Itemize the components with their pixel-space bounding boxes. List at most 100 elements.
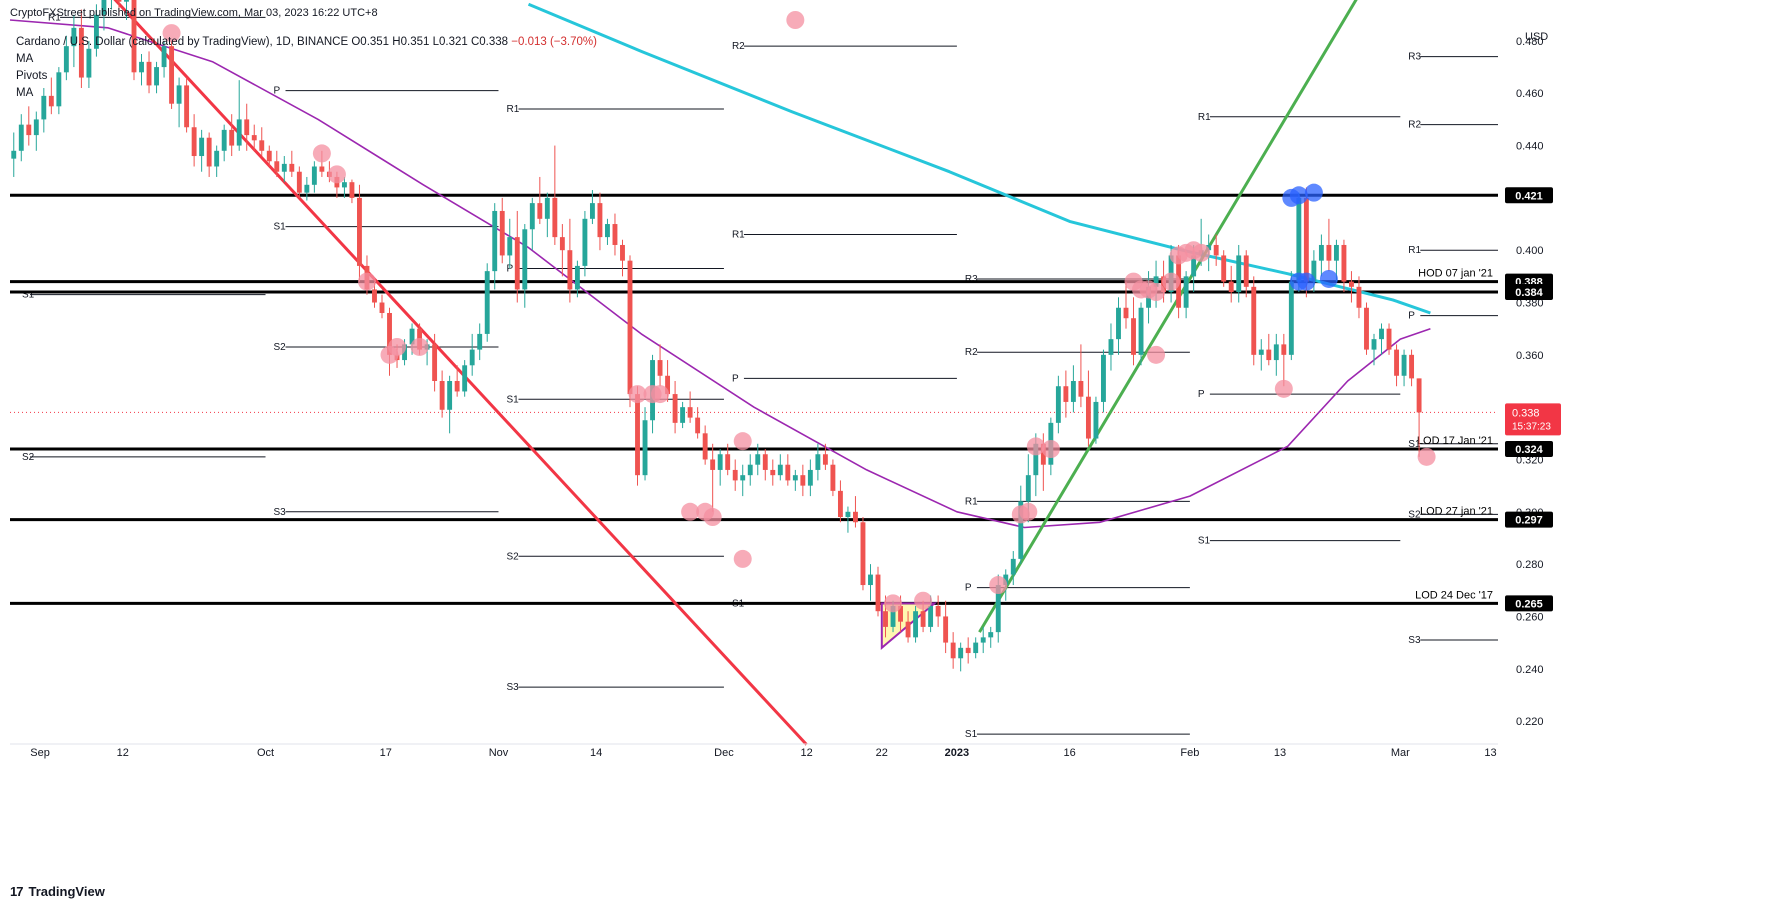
- candle-body[interactable]: [1409, 354, 1415, 379]
- candle-body[interactable]: [18, 124, 24, 151]
- candle-body[interactable]: [296, 171, 302, 193]
- candle-body[interactable]: [78, 27, 84, 78]
- candle-body[interactable]: [11, 150, 17, 159]
- candle-body[interactable]: [687, 407, 693, 418]
- candle-body[interactable]: [1206, 244, 1212, 251]
- candle-body[interactable]: [785, 464, 791, 481]
- signal-marker-pink[interactable]: [357, 272, 376, 291]
- candle-body[interactable]: [477, 333, 483, 350]
- candle-body[interactable]: [845, 511, 851, 518]
- key-level-price-tag[interactable]: [1505, 441, 1553, 458]
- candle-body[interactable]: [469, 349, 475, 366]
- signal-marker-pink[interactable]: [1274, 379, 1293, 398]
- candle-body[interactable]: [154, 67, 159, 86]
- candle-body[interactable]: [762, 454, 768, 470]
- candle-body[interactable]: [973, 642, 979, 654]
- candle-body[interactable]: [1281, 344, 1287, 355]
- candle-body[interactable]: [800, 475, 806, 486]
- purple-moving-average[interactable]: [9, 19, 1431, 529]
- signal-marker-pink[interactable]: [1417, 447, 1436, 466]
- candle-body[interactable]: [161, 46, 167, 68]
- candle-body[interactable]: [1303, 197, 1309, 282]
- candle-body[interactable]: [402, 344, 407, 361]
- candle-body[interactable]: [379, 302, 385, 313]
- candle-body[interactable]: [266, 150, 272, 162]
- signal-marker-pink[interactable]: [327, 165, 346, 184]
- candle-body[interactable]: [244, 119, 250, 136]
- signal-marker-pink[interactable]: [733, 432, 752, 451]
- candle-body[interactable]: [815, 454, 821, 470]
- signal-marker-pink[interactable]: [1026, 437, 1045, 456]
- current-price-tag[interactable]: [1505, 403, 1561, 436]
- candle-body[interactable]: [221, 129, 227, 151]
- candle-body[interactable]: [958, 647, 964, 659]
- candle-body[interactable]: [1251, 286, 1257, 355]
- candle-body[interactable]: [1116, 307, 1121, 340]
- candle-body[interactable]: [56, 72, 62, 107]
- candle-body[interactable]: [139, 61, 144, 73]
- candle-body[interactable]: [387, 312, 392, 355]
- candle-body[interactable]: [1379, 328, 1384, 340]
- candle-body[interactable]: [259, 140, 265, 151]
- candle-body[interactable]: [950, 642, 956, 659]
- candle-body[interactable]: [1266, 349, 1272, 361]
- candle-body[interactable]: [1010, 558, 1016, 575]
- signal-marker-pink[interactable]: [884, 594, 903, 613]
- indicator-pivots[interactable]: Pivots: [16, 70, 48, 82]
- candle-body[interactable]: [1078, 381, 1084, 397]
- candle-body[interactable]: [274, 161, 280, 172]
- candle-body[interactable]: [432, 344, 438, 381]
- candle-body[interactable]: [717, 454, 723, 470]
- candle-body[interactable]: [777, 464, 783, 476]
- candle-body[interactable]: [920, 611, 926, 627]
- candle-body[interactable]: [559, 237, 565, 251]
- signal-marker-blue[interactable]: [1297, 272, 1316, 291]
- signal-marker-pink[interactable]: [1147, 345, 1166, 364]
- candle-body[interactable]: [131, 0, 137, 73]
- candle-body[interactable]: [507, 237, 513, 256]
- tradingview-logo[interactable]: 17 TradingView: [10, 884, 105, 899]
- candle-body[interactable]: [657, 360, 663, 376]
- candle-body[interactable]: [740, 475, 746, 481]
- candle-body[interactable]: [349, 182, 355, 198]
- candle-body[interactable]: [935, 605, 941, 617]
- candle-body[interactable]: [1258, 349, 1264, 355]
- candle-body[interactable]: [627, 260, 633, 395]
- candle-body[interactable]: [837, 490, 843, 518]
- candle-body[interactable]: [206, 137, 212, 167]
- candle-body[interactable]: [176, 85, 182, 104]
- signal-marker-pink[interactable]: [162, 24, 181, 43]
- candle-body[interactable]: [409, 328, 415, 345]
- candle-body[interactable]: [289, 163, 295, 172]
- signal-marker-pink[interactable]: [628, 385, 647, 404]
- signal-marker-blue[interactable]: [1319, 269, 1338, 288]
- candle-body[interactable]: [980, 637, 986, 643]
- candle-body[interactable]: [830, 464, 836, 491]
- candle-body[interactable]: [1025, 475, 1031, 502]
- signal-marker-pink[interactable]: [388, 337, 407, 356]
- candle-body[interactable]: [755, 454, 761, 465]
- candle-body[interactable]: [311, 166, 317, 185]
- candle-body[interactable]: [1356, 286, 1362, 308]
- candle-body[interactable]: [1153, 276, 1159, 287]
- candle-body[interactable]: [251, 135, 257, 141]
- candle-body[interactable]: [875, 574, 881, 612]
- candle-body[interactable]: [928, 605, 934, 627]
- candle-body[interactable]: [1228, 281, 1234, 293]
- candle-body[interactable]: [357, 197, 362, 266]
- candle-body[interactable]: [1243, 255, 1249, 287]
- candle-body[interactable]: [1318, 244, 1324, 261]
- candle-body[interactable]: [184, 85, 190, 128]
- signal-marker-pink[interactable]: [1041, 440, 1060, 459]
- signal-marker-pink[interactable]: [681, 502, 700, 521]
- candle-body[interactable]: [567, 250, 573, 290]
- candle-body[interactable]: [1273, 344, 1279, 361]
- candle-body[interactable]: [48, 95, 54, 107]
- signal-marker-pink[interactable]: [1192, 243, 1211, 262]
- candle-body[interactable]: [214, 150, 220, 167]
- candle-body[interactable]: [191, 127, 197, 157]
- candle-body[interactable]: [236, 119, 242, 146]
- symbol-row[interactable]: Cardano / U.S. Dollar (calculated by Tra…: [16, 34, 597, 51]
- candle-body[interactable]: [597, 203, 603, 238]
